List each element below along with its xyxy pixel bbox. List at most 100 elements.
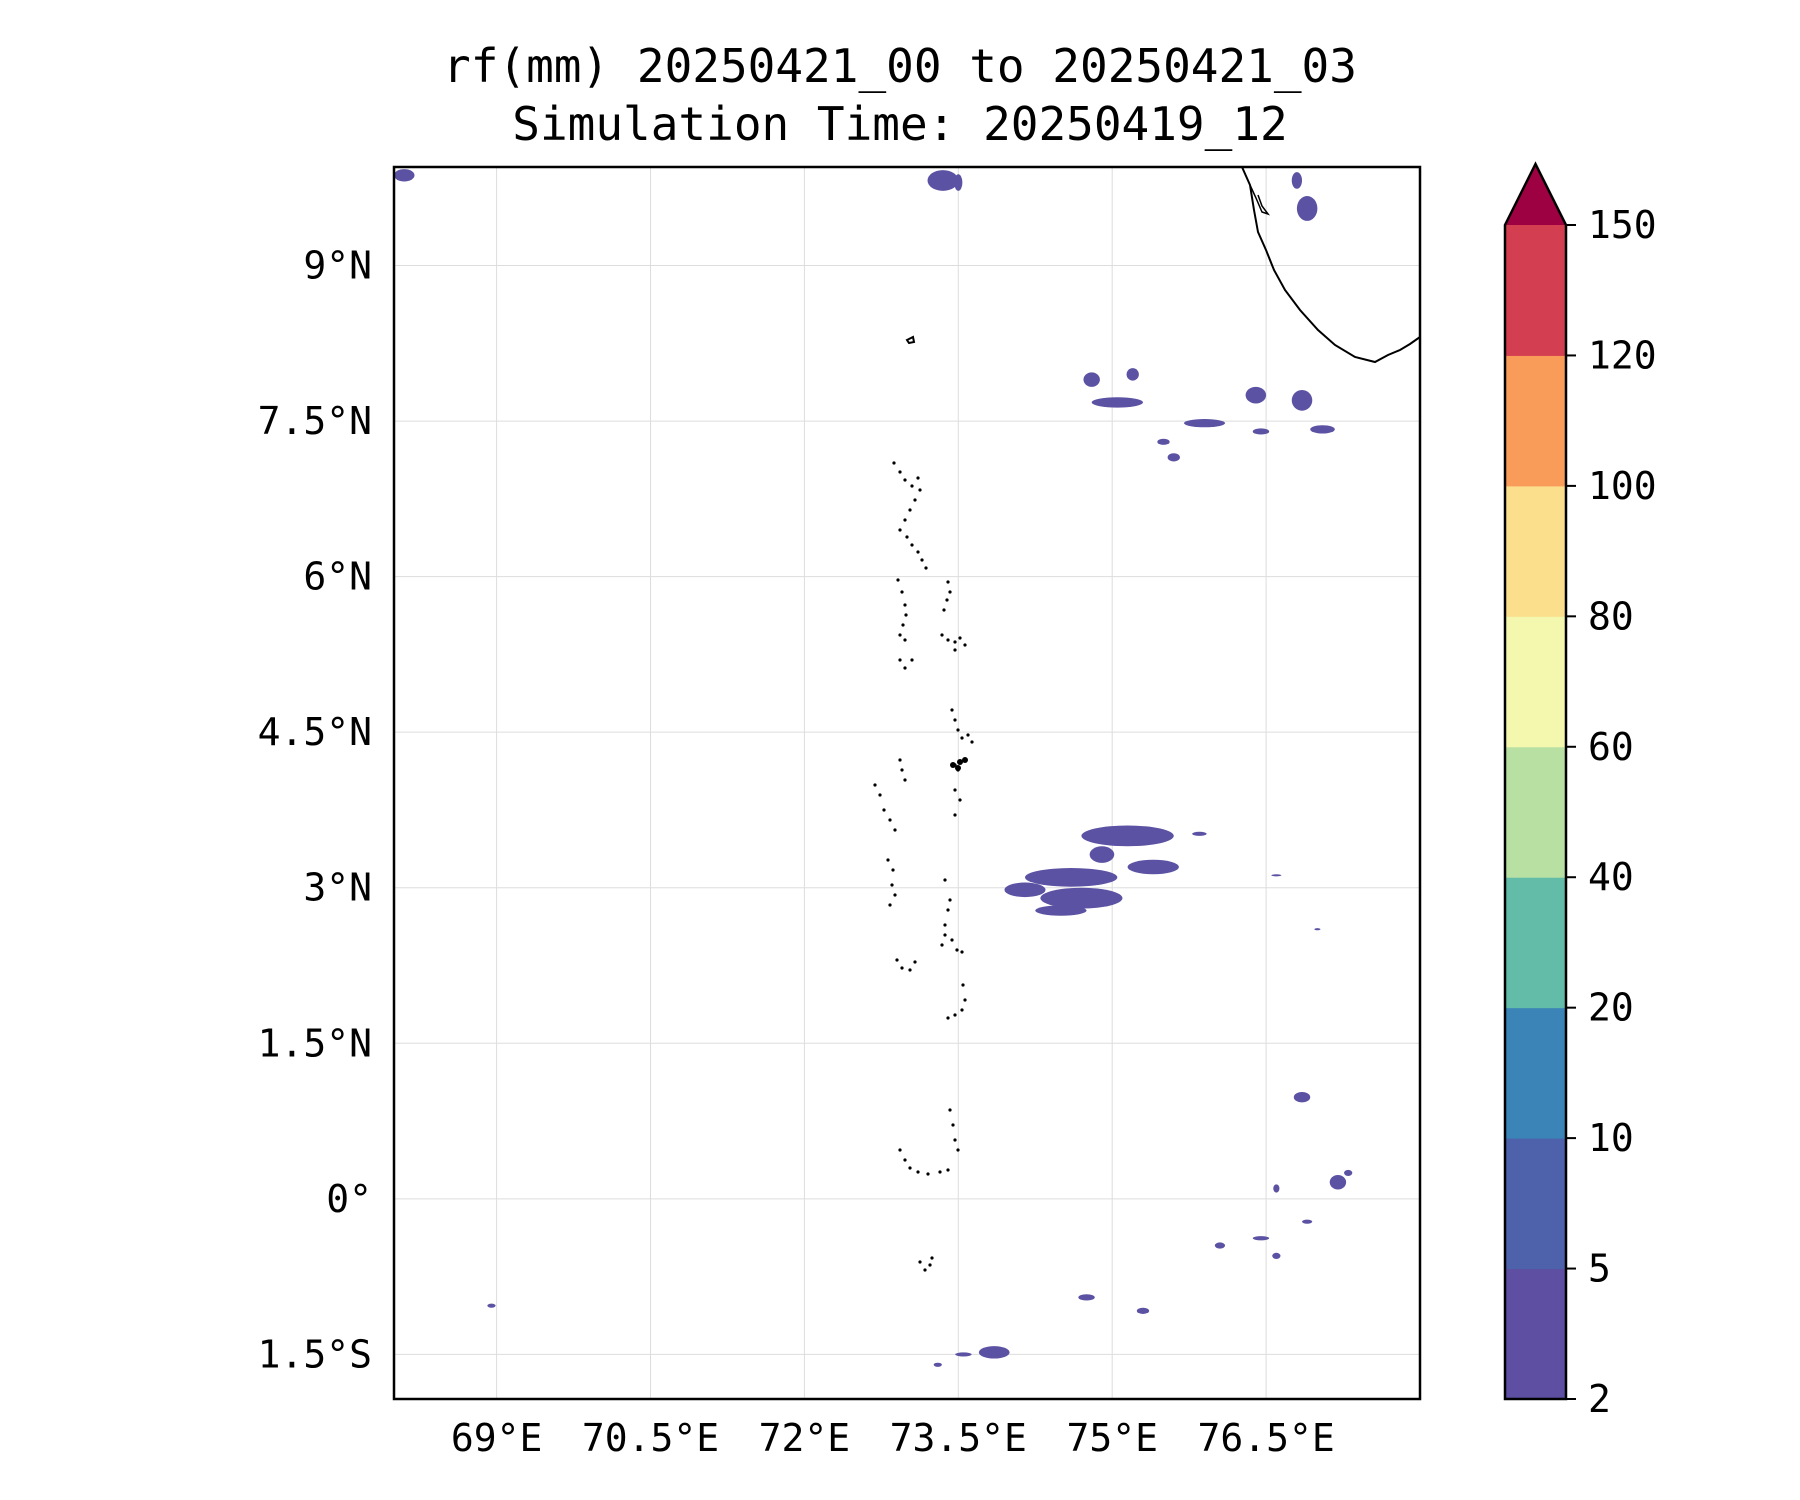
island-dot: [920, 558, 924, 562]
rain-area: [394, 169, 415, 182]
colorbar-tick-label: 80: [1588, 594, 1634, 638]
rain-area: [954, 174, 963, 191]
island-dot: [950, 708, 954, 712]
island-dot: [926, 1172, 930, 1176]
rain-area: [1167, 453, 1180, 462]
rain-area: [1314, 928, 1321, 931]
rain-area: [955, 1352, 972, 1357]
rain-area: [1091, 397, 1143, 408]
rain-area: [1157, 438, 1170, 445]
island-dot: [970, 740, 974, 744]
rain-area: [1252, 1236, 1270, 1241]
island-dot: [946, 1016, 950, 1020]
island-dot: [898, 658, 902, 662]
island-dot: [903, 603, 907, 607]
lat-tick-label: 3°N: [303, 866, 372, 910]
island-dot: [956, 1148, 960, 1152]
island-dot: [886, 858, 890, 862]
rain-area: [1344, 1169, 1353, 1177]
island-dot: [891, 868, 895, 872]
island-dot: [896, 578, 900, 582]
rain-area: [487, 1303, 496, 1308]
colorbar-segment: [1505, 746, 1566, 878]
rain-area: [1126, 368, 1139, 381]
island-dot: [940, 633, 944, 637]
island-dot: [955, 948, 959, 952]
rain-area: [1296, 196, 1318, 221]
island-dot: [904, 613, 908, 617]
island-dot: [940, 943, 944, 947]
island-dot: [950, 762, 956, 768]
island-dot: [961, 983, 965, 987]
rain-area: [927, 170, 959, 191]
rain-area: [1184, 419, 1226, 428]
colorbar-tick-label: 100: [1588, 464, 1657, 508]
island-dot: [942, 608, 946, 612]
island-dot: [951, 1123, 955, 1127]
island-dot: [948, 590, 952, 594]
rain-area: [1214, 1242, 1226, 1249]
colorbar-labels: 2 5 10 20 40 60 80 100 120 150: [1588, 203, 1657, 1421]
island-dot: [948, 898, 952, 902]
island-dot: [903, 638, 907, 642]
colorbar-tick-label: 20: [1588, 986, 1634, 1030]
lon-tick-label: 70.5°E: [582, 1416, 719, 1460]
island-dot: [916, 550, 920, 554]
coastline-inlet: [1249, 184, 1271, 216]
lat-tick-label: 6°N: [303, 555, 372, 599]
island-dot: [962, 757, 968, 763]
rain-area: [933, 1362, 942, 1367]
island-dot: [888, 818, 892, 822]
rain-area: [1245, 386, 1267, 404]
colorbar-outline: [1503, 161, 1568, 1401]
lat-tick-label: 7.5°N: [258, 399, 372, 443]
rain-area: [1040, 887, 1123, 909]
map-plot-area: [394, 167, 1420, 1399]
lon-tick-label: 72°E: [759, 1416, 851, 1460]
colorbar-tick-label: 10: [1588, 1116, 1634, 1160]
rain-area: [1078, 1294, 1095, 1301]
island-dot: [946, 580, 950, 584]
island-dot: [953, 718, 957, 722]
island-dot: [901, 623, 905, 627]
island-dot: [900, 966, 904, 970]
island-dot: [923, 1268, 927, 1272]
latitude-ticks: 9°N 7.5°N 6°N 4.5°N 3°N 1.5°N 0° 1.5°S: [258, 244, 372, 1377]
island-dot: [957, 759, 963, 765]
island-dot: [890, 883, 894, 887]
island-dot: [910, 484, 914, 488]
island-dot: [916, 476, 920, 480]
island-dot: [938, 1170, 942, 1174]
island-dot: [913, 498, 917, 502]
island-dot: [960, 950, 964, 954]
colorbar-segment: [1505, 225, 1566, 356]
island-dot: [943, 923, 947, 927]
colorbar-segment: [1505, 1138, 1566, 1270]
lat-tick-label: 4.5°N: [258, 710, 372, 754]
rain-area: [1252, 428, 1270, 435]
minicoy-island: [905, 335, 916, 345]
island-dot: [963, 998, 967, 1002]
island-dot: [930, 1256, 934, 1260]
lon-tick-label: 69°E: [451, 1416, 543, 1460]
island-dot: [905, 535, 909, 539]
rain-area: [1089, 846, 1115, 863]
island-dot: [945, 598, 949, 602]
island-dot: [956, 728, 960, 732]
rain-area: [1273, 1184, 1280, 1193]
island-dot: [916, 1170, 920, 1174]
colorbar-segment: [1505, 1268, 1566, 1400]
rain-area: [1329, 1175, 1347, 1190]
island-dot: [873, 783, 877, 787]
chart-title-line1: rf(mm) 20250421_00 to 20250421_03: [443, 39, 1357, 93]
island-dot: [960, 1008, 964, 1012]
island-dot: [953, 1013, 957, 1017]
island-dot: [943, 878, 947, 882]
island-dot: [950, 938, 954, 942]
island-dot: [948, 1108, 952, 1112]
coastlines: [905, 167, 1420, 364]
island-dot: [953, 813, 957, 817]
chart-title-line2: Simulation Time: 20250419_12: [512, 97, 1288, 151]
rain-area: [1081, 825, 1174, 847]
colorbar-tick-label: 60: [1588, 725, 1634, 769]
